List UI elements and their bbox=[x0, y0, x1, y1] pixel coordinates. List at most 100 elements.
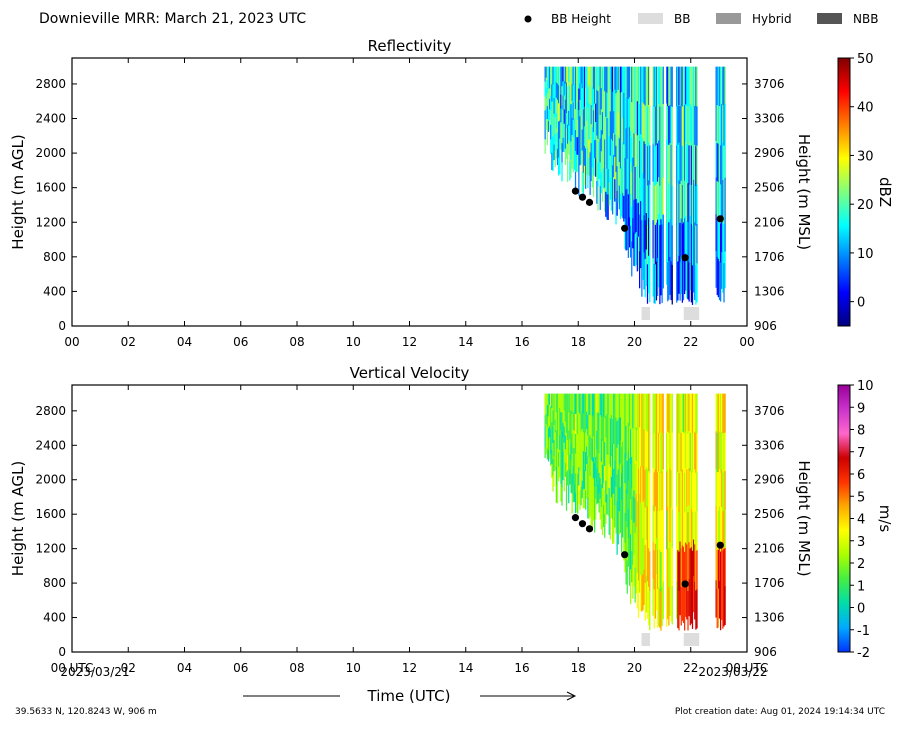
field-cell bbox=[546, 426, 549, 438]
field-cell bbox=[549, 98, 551, 110]
field-cell bbox=[669, 541, 671, 579]
field-cell bbox=[626, 393, 628, 428]
field-cell bbox=[640, 465, 642, 503]
field-cell bbox=[558, 466, 560, 482]
field-cell bbox=[550, 124, 552, 140]
field-cell bbox=[636, 465, 639, 502]
field-cell bbox=[616, 91, 618, 117]
field-cell bbox=[594, 157, 596, 177]
field-cell bbox=[660, 104, 662, 144]
field-cell bbox=[668, 432, 670, 472]
field-cell bbox=[631, 206, 633, 242]
field-cell bbox=[596, 66, 598, 91]
field-cell bbox=[721, 431, 723, 470]
field-cell bbox=[661, 548, 663, 588]
field-cell bbox=[553, 144, 555, 161]
colorbar-tick-label: 3 bbox=[857, 535, 865, 550]
field-cell bbox=[722, 104, 724, 143]
field-cell bbox=[616, 420, 618, 448]
field-cell bbox=[691, 145, 694, 187]
field-cell bbox=[563, 458, 565, 476]
field-cell bbox=[596, 134, 598, 159]
field-cell bbox=[582, 87, 585, 110]
field-cell bbox=[546, 92, 549, 107]
field-cell bbox=[715, 140, 717, 178]
field-cell bbox=[643, 428, 645, 465]
field-cell bbox=[715, 505, 717, 544]
field-cell bbox=[678, 393, 680, 434]
field-cell bbox=[616, 66, 618, 92]
field-cell bbox=[695, 106, 697, 147]
field-cell bbox=[565, 97, 568, 114]
field-cell bbox=[679, 430, 681, 468]
field-cell bbox=[716, 393, 718, 434]
x-tick-label: 18 bbox=[571, 335, 586, 349]
field-cell bbox=[603, 86, 605, 108]
field-cell bbox=[567, 469, 569, 486]
field-cell bbox=[660, 218, 662, 258]
field-cell bbox=[604, 393, 606, 419]
bb-height-point bbox=[578, 193, 587, 201]
field-cell bbox=[612, 91, 614, 117]
field-cell bbox=[597, 448, 599, 467]
field-cell bbox=[641, 466, 643, 503]
y-tick-label: 800 bbox=[43, 250, 66, 264]
field-cell bbox=[569, 123, 571, 143]
field-cell bbox=[594, 102, 596, 122]
field-cell bbox=[555, 112, 558, 129]
bright-band-bar bbox=[683, 633, 700, 646]
field-cell bbox=[653, 471, 655, 512]
field-cell bbox=[571, 117, 573, 135]
field-cell bbox=[657, 510, 659, 550]
field-cell bbox=[686, 220, 688, 260]
field-cell bbox=[558, 437, 560, 453]
field-cell bbox=[588, 102, 590, 122]
field-cell bbox=[691, 66, 694, 107]
field-cell bbox=[693, 429, 695, 467]
field-cell bbox=[626, 97, 628, 129]
field-cell bbox=[610, 496, 613, 519]
field-cell bbox=[715, 176, 717, 215]
field-cell bbox=[591, 393, 594, 417]
field-cell bbox=[641, 429, 643, 467]
field-cell bbox=[634, 232, 636, 267]
field-cell bbox=[574, 150, 577, 172]
field-cell bbox=[618, 114, 621, 139]
field-cell bbox=[723, 66, 725, 107]
field-cell bbox=[608, 112, 610, 137]
field-cell bbox=[572, 84, 574, 103]
field-cell bbox=[658, 103, 660, 141]
bb-height-point bbox=[681, 580, 689, 588]
field-cell bbox=[653, 145, 655, 186]
field-cell bbox=[622, 512, 624, 538]
field-cell bbox=[696, 393, 698, 434]
x-tick-label: 22 bbox=[683, 335, 698, 349]
field-cell bbox=[604, 465, 606, 490]
field-cell bbox=[721, 140, 723, 179]
field-cell bbox=[576, 101, 578, 120]
field-cell bbox=[676, 468, 678, 507]
field-cell bbox=[646, 184, 649, 225]
field-cell bbox=[642, 537, 644, 575]
field-cell bbox=[630, 463, 632, 500]
field-cell bbox=[578, 88, 580, 111]
field-cell bbox=[631, 240, 633, 277]
field-cell bbox=[628, 186, 631, 218]
field-cell bbox=[594, 139, 596, 159]
field-cell bbox=[544, 446, 546, 458]
field-cell bbox=[594, 485, 596, 510]
field-cell bbox=[636, 572, 639, 609]
field-cell bbox=[599, 185, 601, 210]
field-cell bbox=[564, 407, 567, 422]
field-cell bbox=[553, 424, 555, 441]
field-cell bbox=[689, 470, 691, 510]
field-cell bbox=[678, 104, 680, 143]
field-cell bbox=[635, 99, 637, 134]
field-cell bbox=[631, 550, 633, 583]
field-cell bbox=[641, 104, 643, 144]
field-cell bbox=[632, 495, 634, 531]
field-cell bbox=[633, 199, 635, 233]
field-cell bbox=[677, 588, 679, 629]
field-cell bbox=[596, 180, 598, 204]
field-cell bbox=[568, 393, 570, 413]
